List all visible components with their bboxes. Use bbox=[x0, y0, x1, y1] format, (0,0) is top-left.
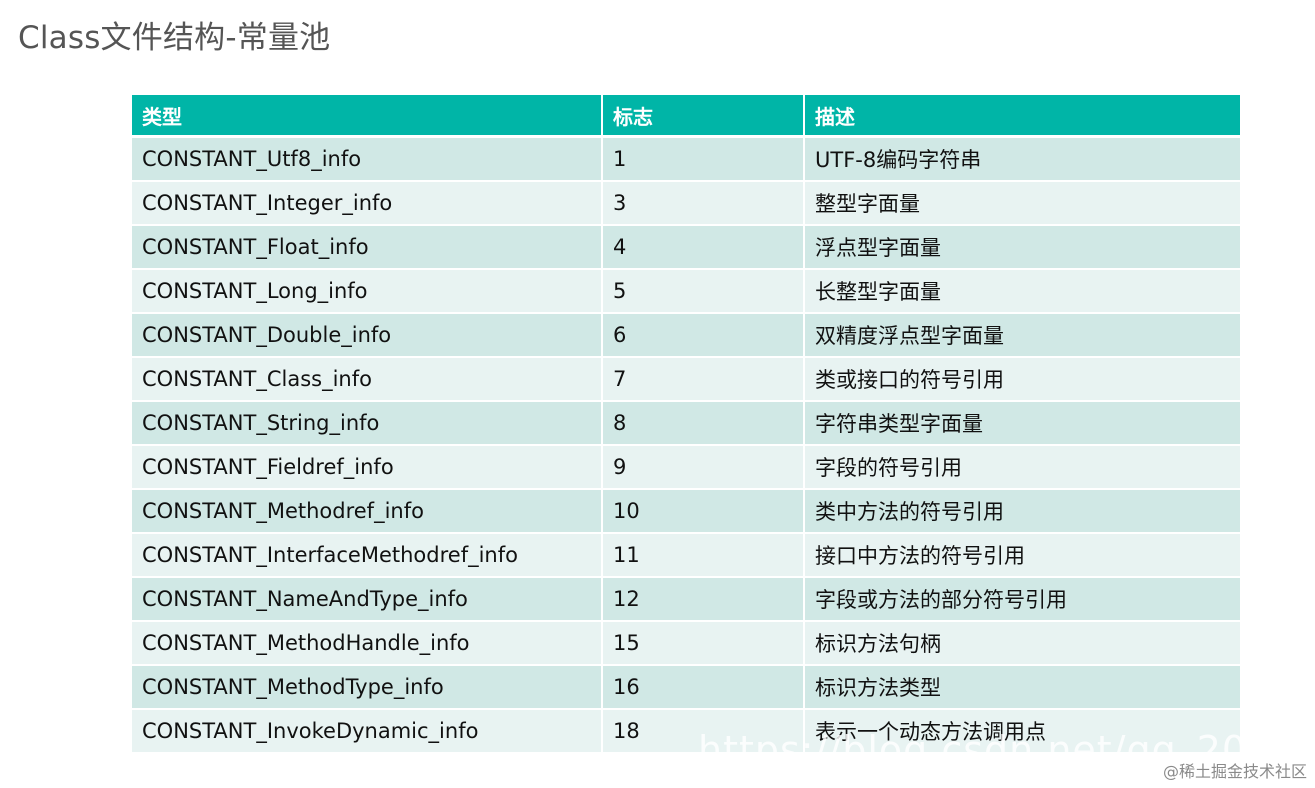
cell-tag: 15 bbox=[602, 621, 805, 666]
cell-type: CONSTANT_Methodref_info bbox=[132, 489, 603, 534]
cell-description: 字段或方法的部分符号引用 bbox=[804, 577, 1240, 622]
cell-tag: 6 bbox=[602, 313, 805, 358]
cell-type: CONSTANT_Fieldref_info bbox=[132, 445, 603, 490]
cell-type: CONSTANT_NameAndType_info bbox=[132, 577, 603, 622]
header-type: 类型 bbox=[132, 95, 603, 138]
cell-tag: 16 bbox=[602, 665, 805, 710]
cell-type: CONSTANT_Integer_info bbox=[132, 181, 603, 226]
table-row: CONSTANT_Long_info 5 长整型字面量 bbox=[132, 269, 1240, 314]
header-description: 描述 bbox=[804, 95, 1240, 138]
table-row: CONSTANT_InterfaceMethodref_info 11 接口中方… bbox=[132, 533, 1240, 578]
cell-type: CONSTANT_Class_info bbox=[132, 357, 603, 402]
cell-type: CONSTANT_InterfaceMethodref_info bbox=[132, 533, 603, 578]
watermark-url: https://blog.csdn.net/qq_20951 bbox=[698, 728, 1315, 772]
cell-description: 类或接口的符号引用 bbox=[804, 357, 1240, 402]
cell-description: 字符串类型字面量 bbox=[804, 401, 1240, 446]
cell-description: 整型字面量 bbox=[804, 181, 1240, 226]
cell-description: 标识方法类型 bbox=[804, 665, 1240, 710]
table-header-row: 类型 标志 描述 bbox=[132, 95, 1240, 138]
cell-description: 表示一个动态方法调用点 bbox=[804, 709, 1240, 754]
header-tag: 标志 bbox=[602, 95, 805, 138]
table-row: CONSTANT_NameAndType_info 12 字段或方法的部分符号引… bbox=[132, 577, 1240, 622]
cell-type: CONSTANT_MethodHandle_info bbox=[132, 621, 603, 666]
cell-type: CONSTANT_MethodType_info bbox=[132, 665, 603, 710]
table-row: CONSTANT_MethodType_info 16 标识方法类型 bbox=[132, 665, 1240, 710]
cell-type: CONSTANT_String_info bbox=[132, 401, 603, 446]
cell-tag: 7 bbox=[602, 357, 805, 402]
cell-tag: 11 bbox=[602, 533, 805, 578]
cell-type: CONSTANT_Long_info bbox=[132, 269, 603, 314]
table-row: CONSTANT_Double_info 6 双精度浮点型字面量 bbox=[132, 313, 1240, 358]
table-row: CONSTANT_Class_info 7 类或接口的符号引用 bbox=[132, 357, 1240, 402]
cell-tag: 18 bbox=[602, 709, 805, 754]
table-row: CONSTANT_Integer_info 3 整型字面量 bbox=[132, 181, 1240, 226]
cell-type: CONSTANT_Float_info bbox=[132, 225, 603, 270]
table-row: CONSTANT_String_info 8 字符串类型字面量 bbox=[132, 401, 1240, 446]
constant-pool-table: 类型 标志 描述 CONSTANT_Utf8_info 1 UTF-8编码字符串… bbox=[132, 95, 1240, 754]
cell-description: 双精度浮点型字面量 bbox=[804, 313, 1240, 358]
table-row: CONSTANT_MethodHandle_info 15 标识方法句柄 bbox=[132, 621, 1240, 666]
cell-type: CONSTANT_InvokeDynamic_info bbox=[132, 709, 603, 754]
cell-description: UTF-8编码字符串 bbox=[804, 136, 1240, 182]
watermark-site: @稀土掘金技术社区 bbox=[1162, 762, 1307, 781]
cell-tag: 4 bbox=[602, 225, 805, 270]
page-title: Class文件结构-常量池 bbox=[18, 20, 331, 56]
cell-description: 标识方法句柄 bbox=[804, 621, 1240, 666]
cell-description: 长整型字面量 bbox=[804, 269, 1240, 314]
cell-tag: 12 bbox=[602, 577, 805, 622]
cell-description: 类中方法的符号引用 bbox=[804, 489, 1240, 534]
table-row: CONSTANT_Utf8_info 1 UTF-8编码字符串 bbox=[132, 136, 1240, 182]
cell-type: CONSTANT_Utf8_info bbox=[132, 136, 603, 182]
cell-tag: 5 bbox=[602, 269, 805, 314]
cell-tag: 1 bbox=[602, 136, 805, 182]
table-row: CONSTANT_Float_info 4 浮点型字面量 bbox=[132, 225, 1240, 270]
cell-description: 接口中方法的符号引用 bbox=[804, 533, 1240, 578]
constant-pool-table-container: 类型 标志 描述 CONSTANT_Utf8_info 1 UTF-8编码字符串… bbox=[132, 95, 1240, 757]
cell-tag: 9 bbox=[602, 445, 805, 490]
cell-type: CONSTANT_Double_info bbox=[132, 313, 603, 358]
table-row: CONSTANT_Methodref_info 10 类中方法的符号引用 bbox=[132, 489, 1240, 534]
table-row: CONSTANT_InvokeDynamic_info 18 表示一个动态方法调… bbox=[132, 709, 1240, 754]
cell-tag: 10 bbox=[602, 489, 805, 534]
cell-tag: 3 bbox=[602, 181, 805, 226]
table-row: CONSTANT_Fieldref_info 9 字段的符号引用 bbox=[132, 445, 1240, 490]
cell-description: 字段的符号引用 bbox=[804, 445, 1240, 490]
cell-description: 浮点型字面量 bbox=[804, 225, 1240, 270]
cell-tag: 8 bbox=[602, 401, 805, 446]
